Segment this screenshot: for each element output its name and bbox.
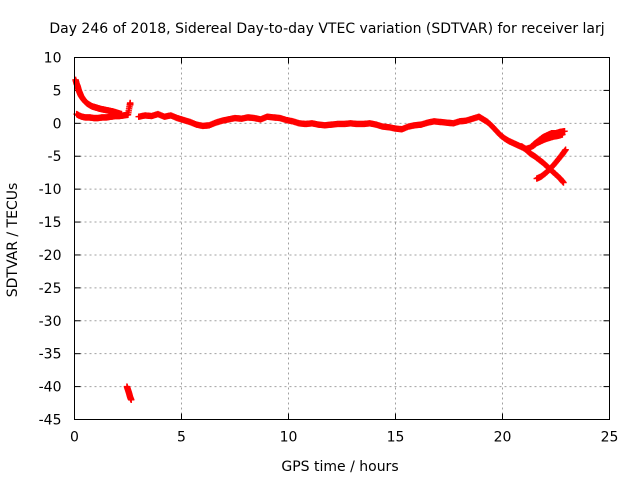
grid-layer <box>74 57 610 420</box>
x-tick-label: 10 <box>280 430 298 446</box>
x-tick-label: 25 <box>601 430 619 446</box>
plot-frame <box>74 57 610 420</box>
x-tick-label: 0 <box>70 430 79 446</box>
ticks-layer: 0 5 10 15 20 25 10 5 0 -5 -10 -15 -20 -25 -30 -35 -40 -45 <box>39 51 619 446</box>
data-point <box>562 146 569 153</box>
series-arc-2 <box>73 99 134 122</box>
series-arc-x1 <box>518 143 567 186</box>
y-tick-label: -10 <box>39 182 62 198</box>
y-tick-label: 0 <box>53 116 62 132</box>
chart-title: Day 246 of 2018, Sidereal Day-to-day VTE… <box>49 21 604 37</box>
y-tick-label: -45 <box>39 413 62 429</box>
series-arc-main <box>135 110 568 153</box>
series-arc-x2 <box>533 146 569 182</box>
x-tick-label: 20 <box>494 430 512 446</box>
y-tick-label: -30 <box>39 314 62 330</box>
data-point <box>560 179 567 186</box>
y-tick-label: -35 <box>39 347 62 363</box>
y-axis-label: SDTVAR / TECUs <box>5 183 21 298</box>
y-tick-label: -40 <box>39 380 62 396</box>
series-arc-outlier <box>123 383 135 403</box>
data-point <box>126 101 134 109</box>
x-tick-label: 5 <box>177 430 186 446</box>
data-point <box>561 128 568 135</box>
y-tick-label: -20 <box>39 248 62 264</box>
y-tick-label: 10 <box>44 51 62 67</box>
x-tick-label: 15 <box>387 430 405 446</box>
data-point <box>559 131 566 138</box>
x-axis-label: GPS time / hours <box>281 459 398 475</box>
data-point <box>128 396 135 403</box>
y-tick-label: 5 <box>53 83 62 99</box>
y-tick-label: -5 <box>48 149 62 165</box>
series-arc-1 <box>72 76 125 118</box>
series-arc-x3 <box>529 131 566 150</box>
data-layer <box>72 76 569 403</box>
y-tick-label: -15 <box>39 215 62 231</box>
y-tick-label: -25 <box>39 281 62 297</box>
